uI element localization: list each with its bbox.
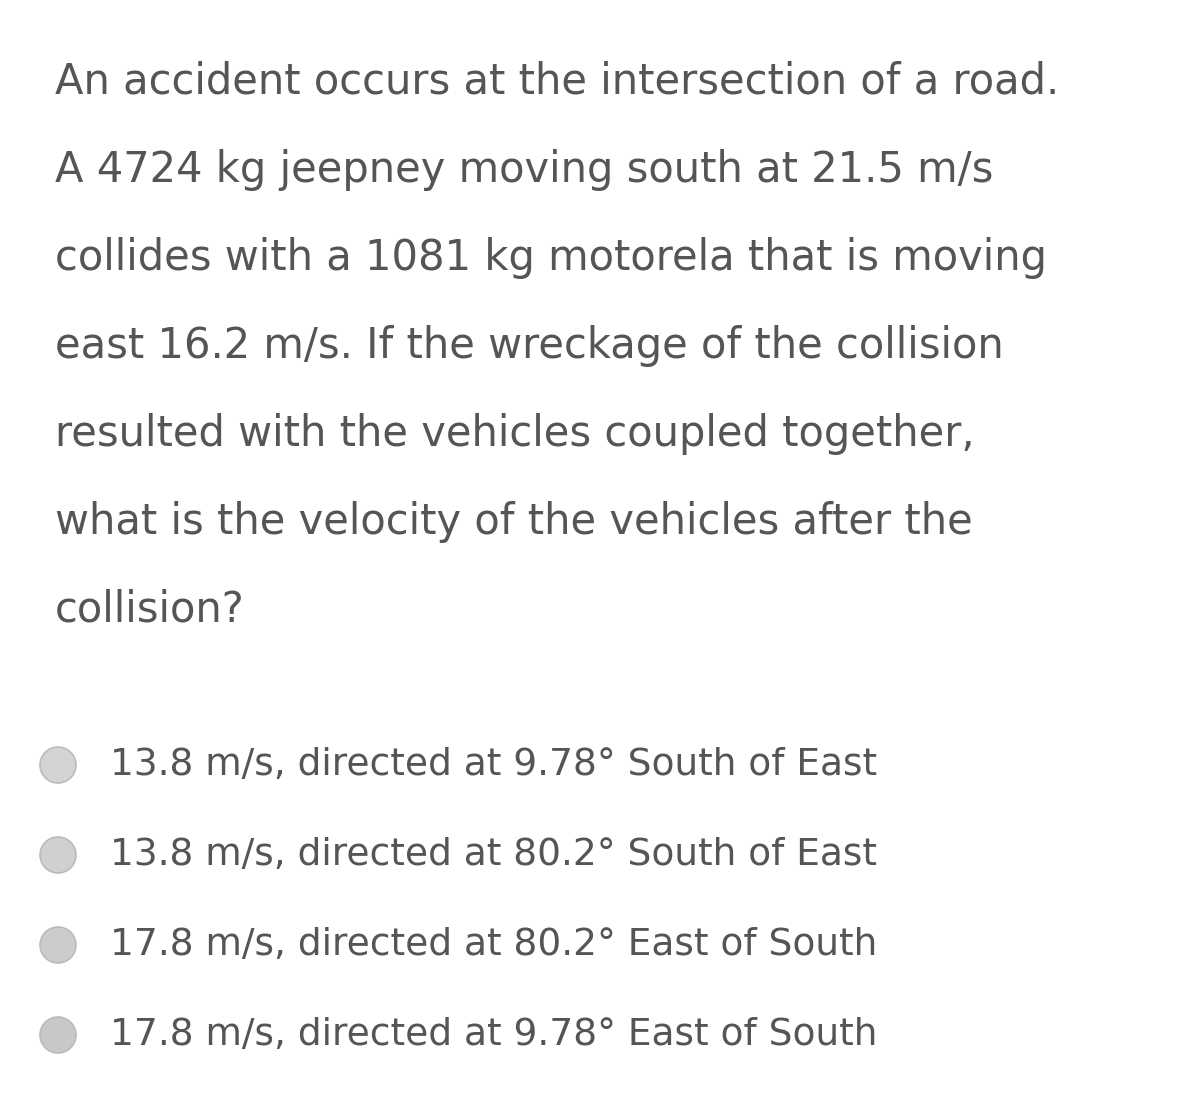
Text: 13.8 m/s, directed at 80.2° South of East: 13.8 m/s, directed at 80.2° South of Eas… [110,837,877,873]
Text: 17.8 m/s, directed at 9.78° East of South: 17.8 m/s, directed at 9.78° East of Sout… [110,1017,877,1054]
Text: resulted with the vehicles coupled together,: resulted with the vehicles coupled toget… [55,414,974,455]
Circle shape [40,927,76,963]
Text: An accident occurs at the intersection of a road.: An accident occurs at the intersection o… [55,61,1060,103]
Text: what is the velocity of the vehicles after the: what is the velocity of the vehicles aft… [55,501,973,543]
Text: A 4724 kg jeepney moving south at 21.5 m/s: A 4724 kg jeepney moving south at 21.5 m… [55,149,994,191]
Text: collision?: collision? [55,589,245,631]
Text: 17.8 m/s, directed at 80.2° East of South: 17.8 m/s, directed at 80.2° East of Sout… [110,927,877,963]
Text: collides with a 1081 kg motorela that is moving: collides with a 1081 kg motorela that is… [55,237,1046,279]
Text: east 16.2 m/s. If the wreckage of the collision: east 16.2 m/s. If the wreckage of the co… [55,325,1003,366]
Circle shape [40,747,76,783]
Circle shape [40,1017,76,1054]
Circle shape [40,837,76,873]
Text: 13.8 m/s, directed at 9.78° South of East: 13.8 m/s, directed at 9.78° South of Eas… [110,747,877,783]
